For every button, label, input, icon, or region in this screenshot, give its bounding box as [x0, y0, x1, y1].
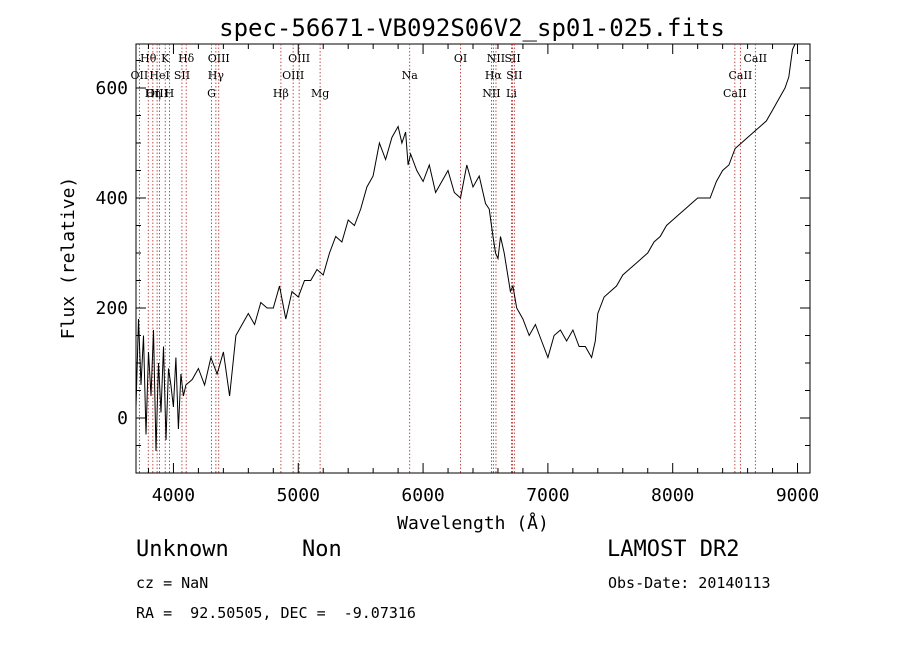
line-marker-label-25: CaII	[729, 69, 753, 82]
line-marker-label-7: H	[165, 87, 175, 100]
x-axis-ticks: 4000 5000 6000 7000 8000 9000	[147, 44, 819, 506]
x-axis-label: Wavelength (Å)	[397, 512, 549, 534]
redshift-cz: cz = NaN	[136, 574, 209, 592]
object-class: Unknown	[136, 537, 229, 562]
line-marker-label-21: SII	[506, 69, 522, 82]
chart-title: spec-56671-VB092S06V2_sp01-025.fits	[219, 14, 725, 42]
x-tick-label: 4000	[152, 485, 195, 506]
line-marker-label-23: Li	[506, 87, 517, 100]
line-marker-label-16: Na	[402, 69, 419, 82]
line-marker-label-24: CaII	[743, 52, 767, 65]
line-marker-label-10: Hγ	[208, 69, 225, 82]
x-tick-label: 5000	[277, 485, 320, 506]
line-marker-label-1: OII	[131, 69, 149, 82]
line-marker-label-15: Mg	[311, 87, 329, 100]
line-marker-label-17: OI	[454, 52, 467, 65]
x-tick-label: 9000	[776, 485, 819, 506]
line-marker-label-26: CaII	[723, 87, 747, 100]
x-tick-label: 7000	[526, 485, 569, 506]
y-axis-ticks: 0 200 400 600	[95, 60, 810, 474]
x-tick-label: 6000	[401, 485, 444, 506]
line-marker-label-22: NII	[482, 87, 500, 100]
plot-frame	[135, 43, 811, 474]
y-tick-label: 200	[95, 298, 128, 319]
y-axis-label: Flux (relative)	[58, 177, 79, 340]
survey-name: LAMOST DR2	[607, 537, 740, 562]
line-marker-label-18: NII	[487, 52, 505, 65]
line-marker-label-5: HeI	[149, 69, 169, 82]
line-marker-label-4: K	[161, 52, 170, 65]
y-tick-label: 400	[95, 188, 128, 209]
line-marker-label-13: OIII	[282, 69, 304, 82]
y-tick-label: 0	[117, 408, 128, 429]
line-marker-label-9: OIII	[208, 52, 230, 65]
line-marker-label-2: OIII	[146, 87, 168, 100]
spectrum-series-line	[135, 43, 796, 452]
object-subclass: Non	[302, 537, 342, 562]
line-marker-label-8: Hδ	[178, 52, 195, 65]
line-marker-label-11: G	[207, 87, 216, 100]
line-marker-label-20: Hα	[485, 69, 503, 82]
line-marker-label-19: SII	[504, 52, 520, 65]
y-tick-label: 600	[95, 78, 128, 99]
line-marker-label-14: Hβ	[273, 87, 289, 100]
obs-date: Obs-Date: 20140113	[608, 574, 771, 592]
spectral-line-markers	[138, 44, 756, 473]
line-marker-label-3: Hη	[145, 87, 161, 100]
line-marker-label-6: SII	[174, 69, 190, 82]
line-marker-label-12: OIII	[288, 52, 310, 65]
line-marker-label-0: Hθ	[140, 52, 157, 65]
x-tick-label: 8000	[651, 485, 694, 506]
coordinates: RA = 92.50505, DEC = -9.07316	[136, 604, 416, 622]
